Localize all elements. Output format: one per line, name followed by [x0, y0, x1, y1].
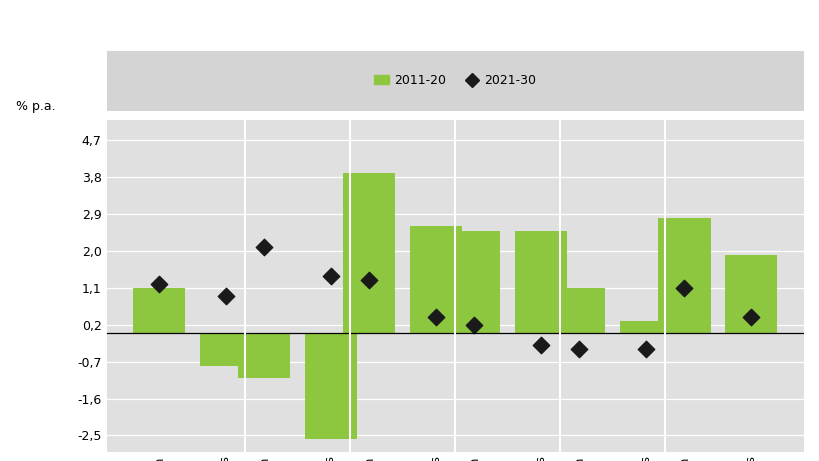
- Text: % p.a.: % p.a.: [16, 100, 56, 113]
- Point: [572, 346, 585, 353]
- Point: [362, 276, 375, 284]
- Bar: [342, 173, 395, 333]
- Point: [676, 284, 690, 291]
- Point: [219, 292, 233, 300]
- Point: [744, 313, 757, 320]
- Bar: [305, 333, 357, 439]
- Bar: [514, 230, 567, 333]
- Bar: [238, 333, 290, 378]
- Bar: [724, 255, 776, 333]
- Point: [467, 321, 480, 328]
- Bar: [133, 288, 185, 333]
- Bar: [552, 288, 604, 333]
- Point: [429, 313, 442, 320]
- Point: [324, 272, 337, 279]
- Bar: [410, 226, 462, 333]
- Legend: 2011-20, 2021-30: 2011-20, 2021-30: [369, 69, 541, 92]
- Bar: [657, 218, 709, 333]
- Point: [534, 342, 547, 349]
- Bar: [619, 321, 672, 333]
- Point: [152, 280, 165, 288]
- Bar: [447, 230, 500, 333]
- Bar: [200, 333, 252, 366]
- Point: [257, 243, 270, 251]
- Point: [639, 346, 652, 353]
